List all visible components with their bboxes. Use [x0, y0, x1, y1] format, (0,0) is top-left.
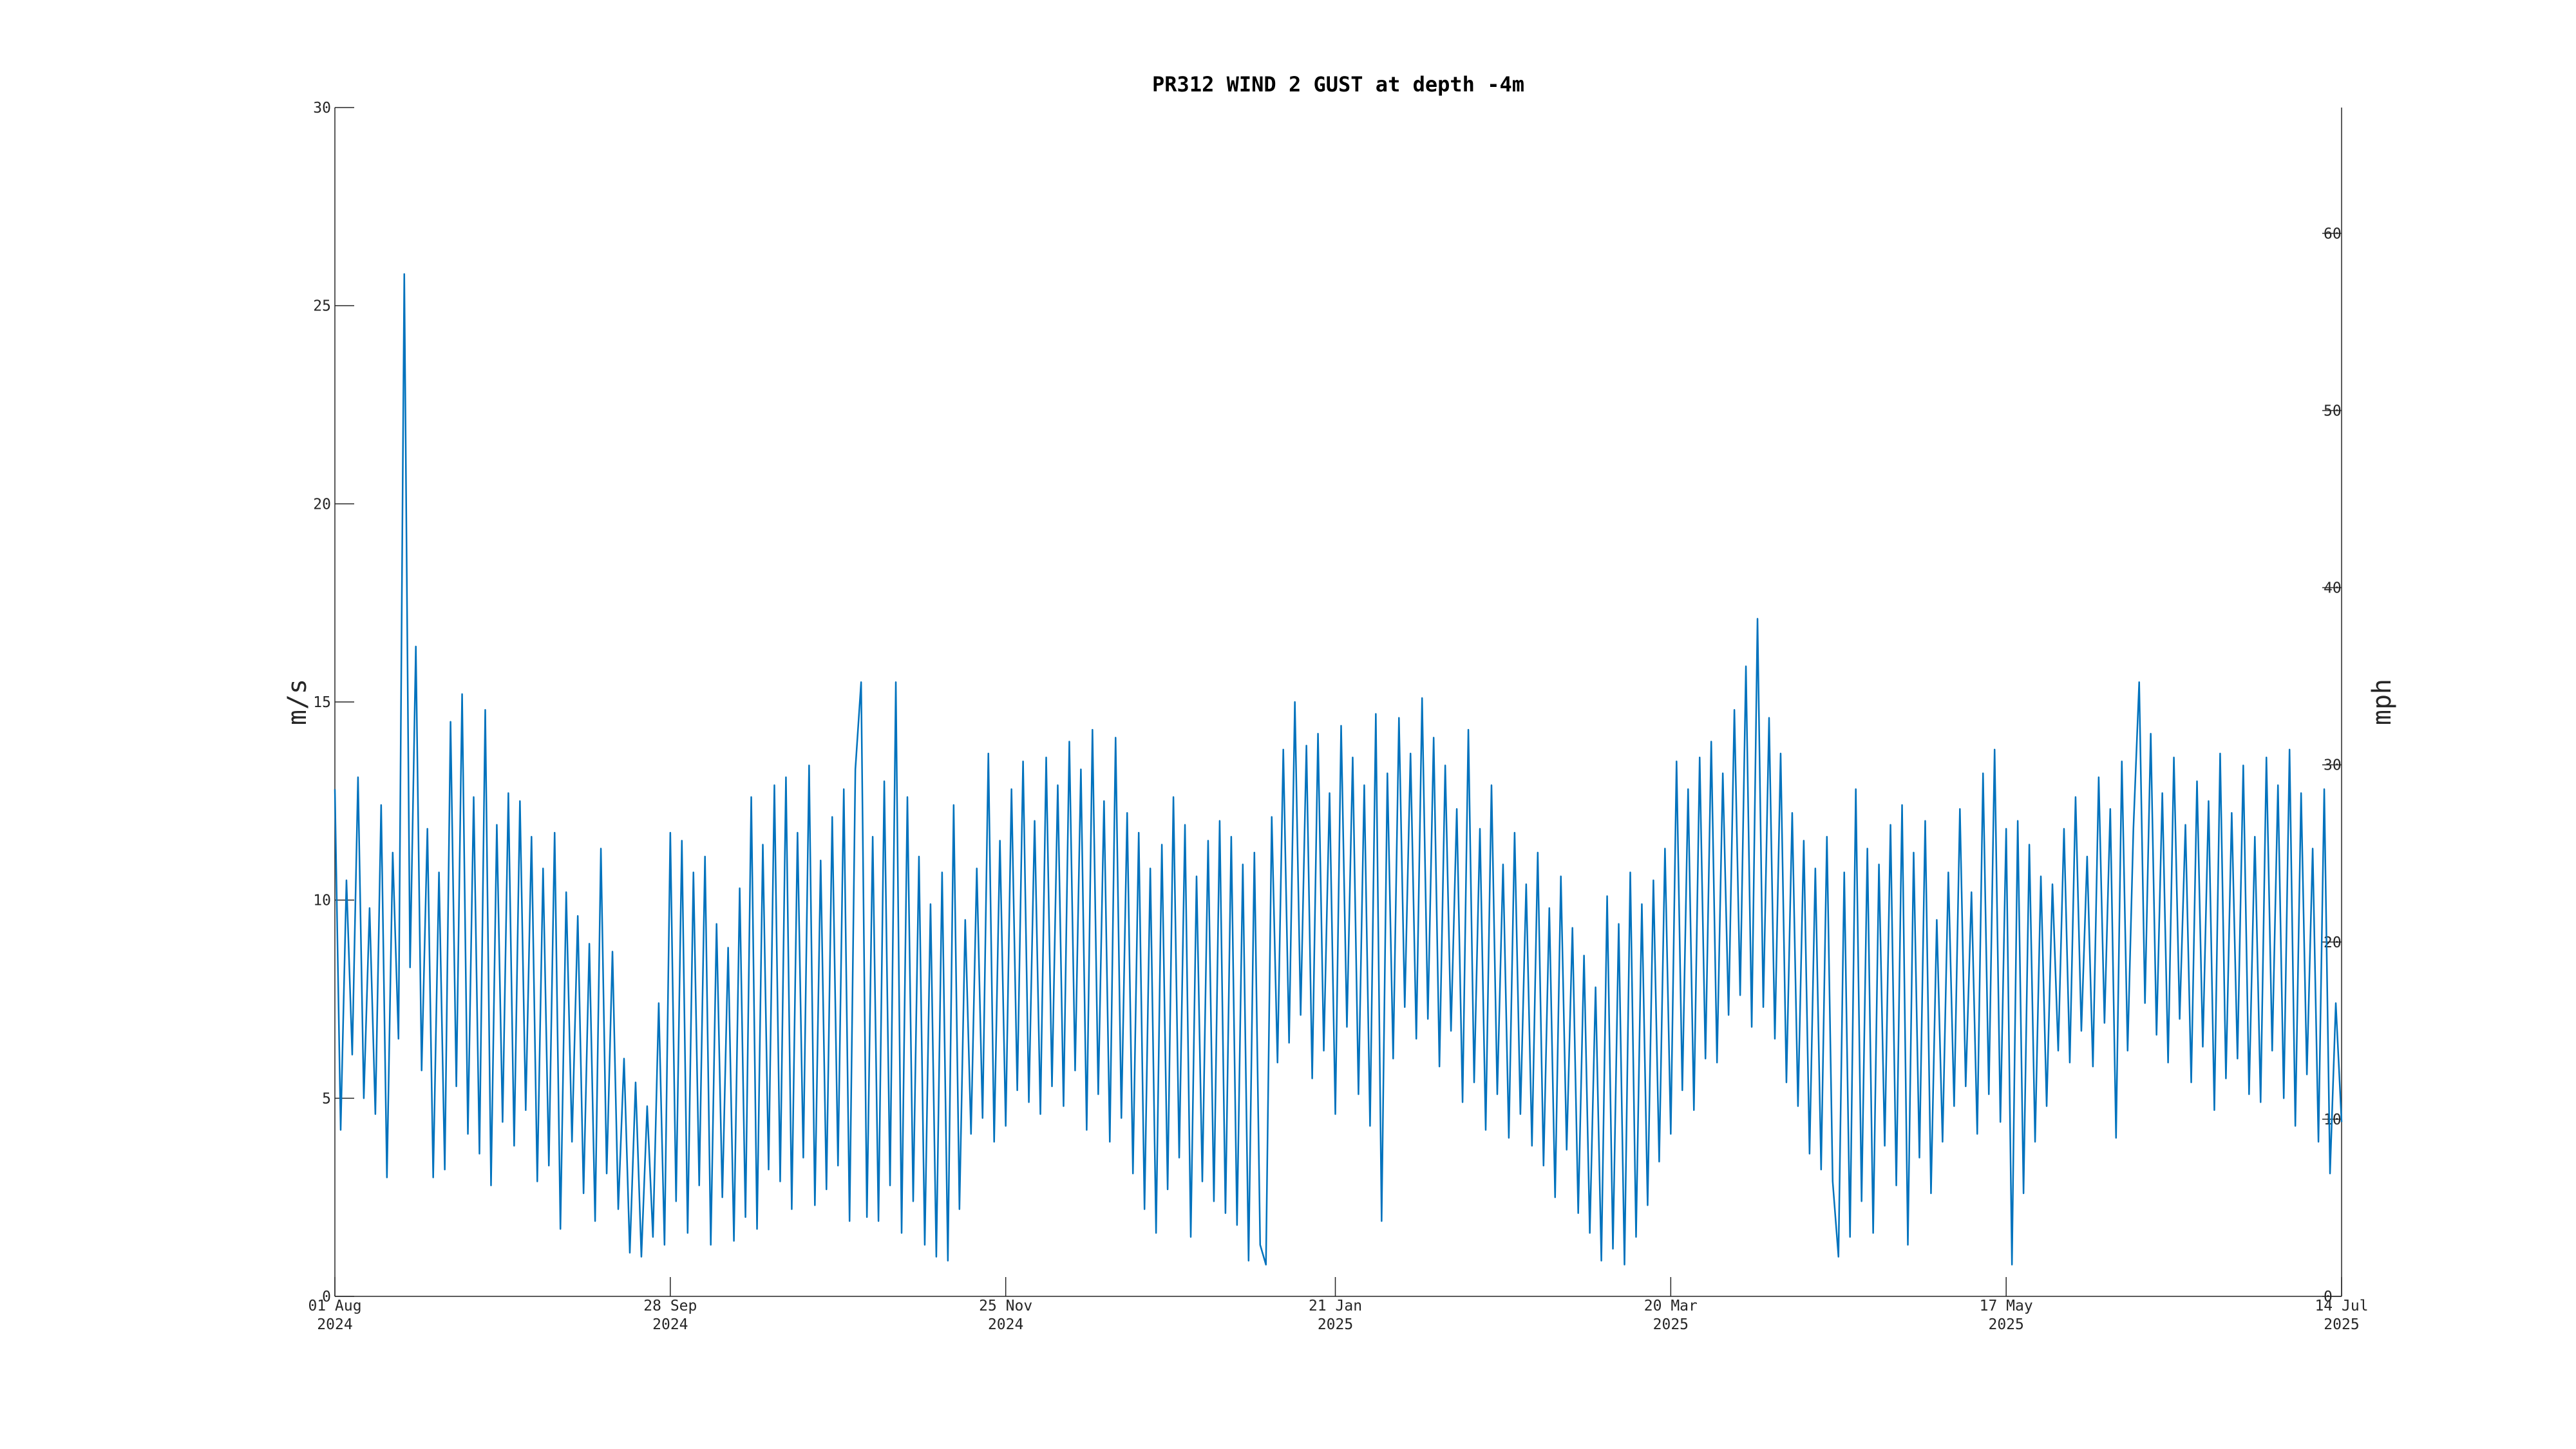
y2-tick-label: 40 [2324, 580, 2342, 597]
y2-axis-label: mph [2367, 679, 2397, 725]
y2-tick-label: 50 [2324, 402, 2342, 419]
y-tick-label: 5 [322, 1090, 331, 1107]
y-tick-label: 10 [313, 893, 331, 909]
x-tick-label: 25 Nov 2024 [979, 1298, 1032, 1333]
y-tick-label: 15 [313, 694, 331, 711]
x-tick-label: 14 Jul 2025 [2315, 1298, 2368, 1333]
x-tick-label: 21 Jan 2025 [1309, 1298, 1362, 1333]
x-tick-label: 17 May 2025 [1980, 1298, 2033, 1333]
chart-title: PR312 WIND 2 GUST at depth -4m [1152, 72, 1524, 97]
y-tick-label: 25 [313, 298, 331, 315]
y-tick-label: 30 [313, 100, 331, 117]
y-tick-label: 20 [313, 496, 331, 513]
x-tick-label: 01 Aug 2024 [308, 1298, 361, 1333]
x-tick-label: 28 Sep 2024 [643, 1298, 697, 1333]
data-line [334, 273, 2343, 1266]
y2-tick-label: 0 [2324, 1289, 2333, 1305]
y2-tick-label: 60 [2324, 225, 2342, 242]
y-axis-label: m/s [283, 679, 312, 725]
y-tick-label: 0 [322, 1289, 331, 1305]
x-tick-label: 20 Mar 2025 [1644, 1298, 1698, 1333]
y2-tick-label: 30 [2324, 757, 2342, 774]
